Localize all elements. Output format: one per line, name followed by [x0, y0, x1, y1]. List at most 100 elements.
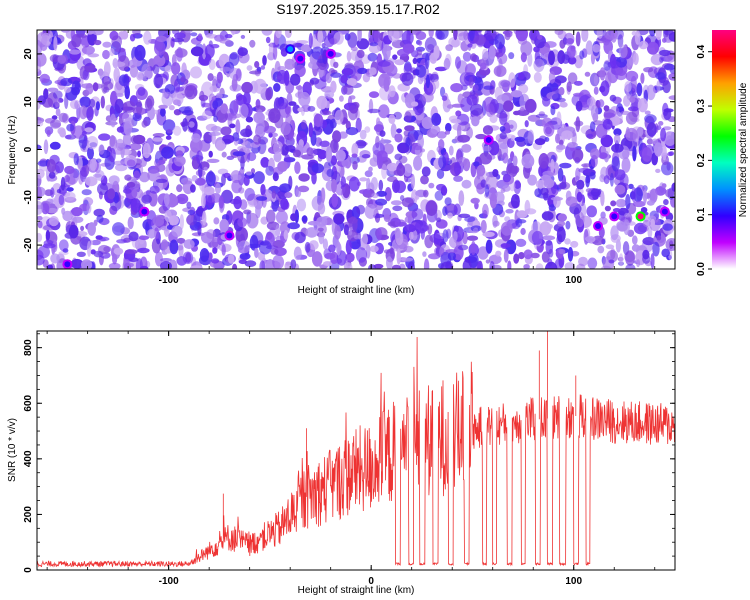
spectrogram-cell [81, 45, 95, 55]
spectrogram-cell [520, 227, 526, 236]
spectrogram-cell [533, 72, 542, 83]
spectrogram-cell [153, 73, 164, 89]
spectrogram-cell [174, 32, 186, 39]
spectrogram-cell [644, 110, 651, 115]
spectrogram-cell [152, 133, 165, 138]
snr-y-tick-label: 0 [23, 567, 34, 573]
spectrogram-cell [54, 161, 64, 174]
spectrogram-cell [482, 231, 495, 237]
spectrogram-cell [390, 200, 403, 206]
spectrogram-cell [297, 107, 304, 112]
spectrogram-cell [415, 31, 427, 40]
spectrogram-cell [614, 184, 626, 195]
spectrogram-cell [88, 98, 96, 108]
spectrogram-cell [242, 141, 253, 154]
spectrogram-cell [644, 114, 657, 124]
spectrogram-cell [202, 210, 207, 226]
spectrogram-cell [550, 196, 564, 201]
spectrogram-cell [58, 112, 68, 123]
spectrogram-cell [656, 80, 661, 93]
spectrogram-cell [570, 240, 579, 248]
spectrogram-cell [609, 94, 617, 102]
spectrogram-cell [297, 185, 310, 193]
spectrogram-cell [589, 171, 596, 180]
spectrogram-cell [434, 246, 445, 256]
spectrogram-cell [253, 78, 267, 94]
spectrogram-cell [578, 167, 592, 174]
spectrogram-cell [585, 174, 590, 188]
spectrogram-cell [266, 209, 276, 224]
spectrogram-cell [572, 92, 584, 97]
spectrogram-cell [55, 108, 61, 117]
spectrogram-cell [584, 71, 591, 77]
spectrogram-cell [141, 120, 148, 128]
spectrogram-cell [202, 110, 213, 120]
spectrogram-cell [539, 221, 552, 236]
spectrogram-cell [477, 246, 489, 260]
spectrogram-cell [604, 205, 612, 212]
spectrogram-cell [652, 241, 660, 257]
spectrogram-cell [112, 222, 125, 236]
spectrogram-cell [424, 234, 434, 249]
spectrogram-cell [668, 151, 675, 156]
spectrogram-cell [114, 98, 124, 114]
spectrogram-cell [434, 190, 444, 201]
spectrogram-cell [198, 163, 203, 179]
spectrogram-blobs [37, 30, 675, 269]
spectrogram-cell [203, 166, 208, 171]
spectrogram-cell [555, 133, 560, 144]
spectrogram-cell [71, 207, 83, 217]
spectrogram-cell [87, 146, 94, 160]
colorbar-tick-label: 0.4 [696, 44, 707, 58]
spectrogram-cell [629, 96, 636, 103]
spectrogram-cell [336, 241, 341, 256]
spectrogram-cell [406, 177, 412, 183]
spectrogram-cell [408, 231, 414, 240]
spectrogram-cell [253, 171, 265, 185]
spectrogram-cell [190, 265, 203, 269]
spectrogram-cell [239, 103, 249, 119]
spectrogram-cell [160, 261, 172, 269]
spectrogram-cell [231, 179, 243, 194]
spectrogram-cell [361, 154, 371, 159]
spectrogram-cell [596, 30, 604, 39]
spectrogram-cell [319, 140, 330, 147]
spectrogram-cell [154, 251, 163, 267]
spectrogram-cell [307, 105, 316, 112]
spectrogram-cell [71, 86, 80, 96]
spectrogram-cell [344, 262, 353, 269]
spectrogram-cell [53, 36, 58, 51]
spectrogram-cell [346, 78, 358, 87]
spectrogram-cell [625, 111, 638, 125]
spectrogram-cell [64, 93, 69, 109]
spectrogram-cell [505, 239, 517, 255]
spectrogram-cell [100, 95, 106, 109]
spectrogram-cell [348, 105, 358, 121]
spectrogram-cell [585, 40, 593, 55]
spectrogram-cell [176, 193, 189, 205]
spectrogram-cell [254, 247, 259, 259]
spectrogram-cell [575, 31, 581, 47]
spectrogram-cell [254, 61, 260, 68]
spectrogram-cell [221, 189, 233, 204]
spectrogram-cell [182, 118, 188, 132]
spectrogram-cell [294, 64, 306, 78]
spectrogram-cell [510, 194, 520, 209]
spectrogram-cell [265, 36, 271, 44]
spectrogram-cell [383, 76, 390, 92]
spectrogram-cell [37, 186, 42, 201]
spectrogram-cell [634, 30, 641, 45]
spectrogram-cell [605, 244, 615, 250]
spectrogram-cell [149, 185, 160, 194]
spectrogram-cell [376, 190, 387, 197]
spectrogram-cell [651, 138, 659, 145]
spectrogram-cell [456, 113, 470, 126]
spectrogram-cell [636, 82, 643, 97]
spectrogram-y-tick-label: -10 [23, 190, 34, 205]
spectrogram-cell [220, 103, 229, 114]
spectrogram-cell [311, 163, 324, 174]
spectrogram-cell [661, 248, 670, 258]
spectrogram-cell [394, 133, 403, 143]
spectrogram-cell [37, 144, 42, 151]
spectrogram-cell [628, 183, 634, 190]
